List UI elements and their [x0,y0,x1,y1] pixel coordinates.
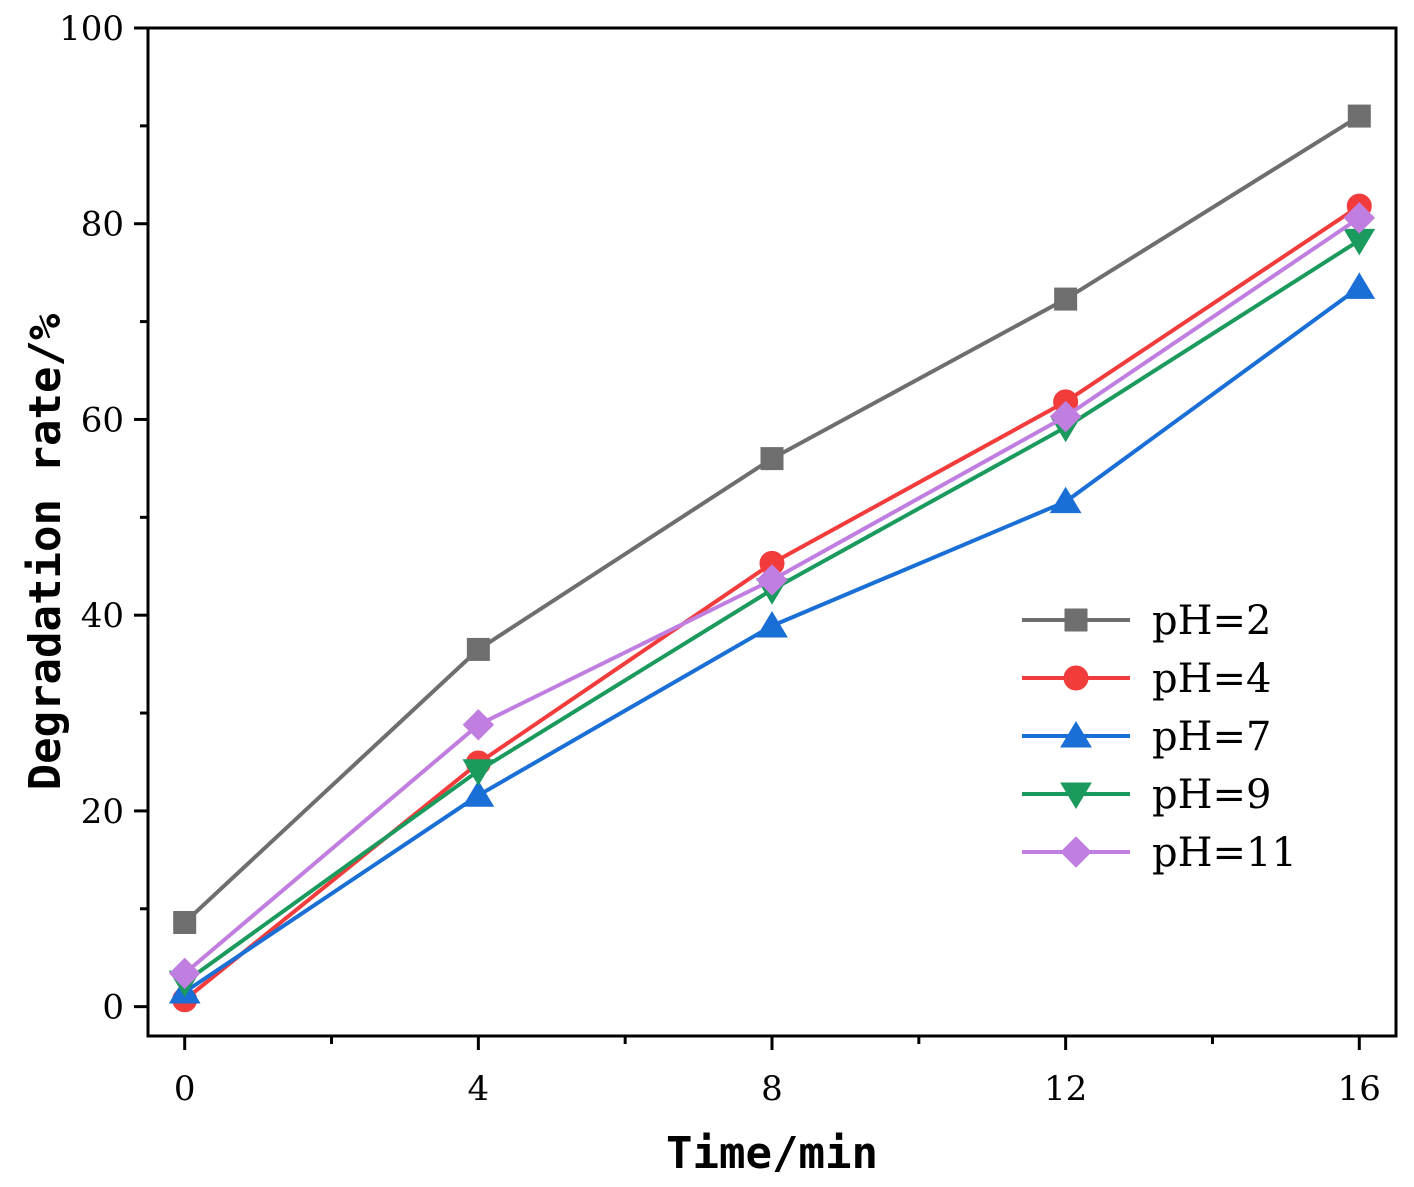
data-point [1343,272,1376,299]
legend-marker [1064,608,1088,632]
legend-marker [1060,836,1092,868]
series-pH=7 [168,272,1376,1004]
x-tick-label: 0 [174,1069,196,1109]
legend-marker [1063,665,1089,691]
data-point [462,780,495,807]
data-point [756,564,788,596]
legend-label: pH=2 [1152,598,1271,644]
y-axis-title: Degradation rate/% [20,313,71,790]
legend-item: pH=11 [1022,830,1297,876]
y-tick-label: 0 [102,988,124,1028]
y-axis: 0 20 40 60 80 100 [59,9,148,1028]
legend-item: pH=9 [1022,772,1271,818]
legend-item: pH=4 [1022,656,1271,702]
y-tick-label: 20 [81,792,124,832]
y-tick-label: 100 [59,9,124,49]
legend-item: pH=2 [1022,598,1271,644]
data-point [756,610,788,638]
data-point [466,637,490,661]
data-point [1054,287,1078,311]
series-layer [168,104,1376,1013]
data-point [462,759,495,786]
data-point [462,709,495,741]
data-point [1343,202,1376,234]
data-point [1347,104,1371,128]
series-pH=11 [168,202,1376,990]
x-tick-label: 16 [1338,1069,1381,1109]
x-tick-label: 8 [761,1069,783,1109]
legend-marker [1060,721,1092,748]
data-point [1049,400,1082,433]
x-tick-label: 12 [1044,1069,1087,1109]
series-pH=2 [173,104,1371,934]
legend-label: pH=7 [1152,714,1271,760]
x-axis-title: Time/min [666,1128,878,1179]
data-point [760,447,784,471]
legend: pH=2 pH=4 pH=7 pH=9 pH=11 [1022,598,1297,876]
y-tick-label: 40 [81,596,124,636]
legend-label: pH=9 [1152,772,1271,818]
x-tick-label: 4 [468,1069,490,1109]
plot-frame [146,26,1398,1038]
legend-label: pH=4 [1152,656,1271,702]
data-point [1049,486,1082,514]
legend-label: pH=11 [1152,830,1297,876]
y-tick-label: 60 [81,400,124,440]
data-point [173,910,197,934]
x-axis: 0 4 8 12 16 [174,1036,1381,1109]
y-tick-label: 80 [81,205,124,245]
legend-item: pH=7 [1022,714,1271,760]
legend-marker [1060,782,1092,809]
data-point [168,957,201,990]
